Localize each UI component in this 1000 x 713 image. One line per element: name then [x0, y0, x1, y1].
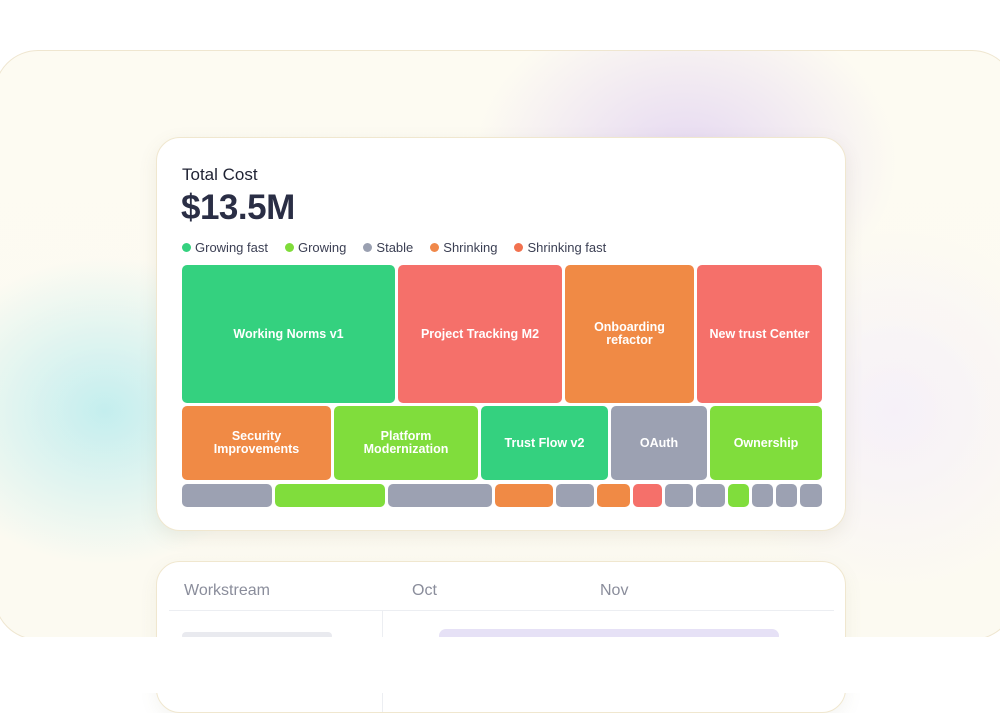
legend-label: Growing fast [195, 240, 268, 255]
bottom-whitespace [0, 637, 1000, 693]
treemap-tile[interactable]: Project Tracking M2 [398, 265, 562, 403]
treemap-small-tile[interactable] [800, 484, 822, 507]
legend-item-stable[interactable]: Stable [363, 240, 413, 255]
legend-dot-icon [514, 243, 524, 252]
treemap-tile[interactable]: Trust Flow v2 [481, 406, 608, 480]
tile-label: Security Improvements [213, 429, 300, 456]
column-header-nov: Nov [600, 582, 629, 599]
treemap-small-tile[interactable] [556, 484, 594, 507]
treemap-tile[interactable]: Security Improvements [182, 406, 331, 480]
tile-label: Working Norms v1 [233, 326, 344, 341]
treemap-small-tile[interactable] [633, 484, 662, 507]
column-header-workstream[interactable]: Workstream [184, 582, 270, 599]
total-cost-card: Total Cost $13.5M Growing fast Growing S… [156, 137, 846, 531]
treemap-tile[interactable]: Platform Modernization [334, 406, 478, 480]
legend-dot-icon [430, 243, 440, 252]
treemap-small-tile[interactable] [776, 484, 797, 507]
tile-label: Platform Modernization [363, 429, 449, 456]
legend-dot-icon [284, 243, 294, 252]
status-legend: Growing fast Growing Stable Shrinking Sh… [182, 240, 606, 255]
treemap-tile[interactable]: Onboarding refactor [565, 265, 694, 403]
legend-item-growing-fast[interactable]: Growing fast [182, 240, 268, 255]
header-divider [169, 610, 834, 611]
screenshot-stage: Total Cost $13.5M Growing fast Growing S… [0, 50, 1000, 713]
legend-label: Shrinking fast [527, 240, 607, 255]
legend-dot-icon [363, 243, 373, 252]
legend-item-growing[interactable]: Growing [284, 240, 347, 255]
treemap-tile[interactable]: New trust Center [697, 265, 822, 403]
treemap-small-tile[interactable] [275, 484, 385, 507]
tile-label: Onboarding refactor [594, 320, 665, 347]
legend-label: Shrinking [443, 240, 498, 255]
tile-label: Ownership [733, 435, 799, 450]
legend-label: Stable [376, 240, 414, 255]
legend-item-shrinking-fast[interactable]: Shrinking fast [514, 240, 606, 255]
card-title: Total Cost [182, 165, 258, 184]
treemap-tile[interactable]: Working Norms v1 [182, 265, 395, 403]
tile-label: Project Tracking M2 [420, 326, 540, 341]
treemap-tile[interactable]: OAuth [611, 406, 707, 480]
treemap-small-tile[interactable] [665, 484, 693, 507]
treemap-small-tile[interactable] [495, 484, 553, 507]
tile-label: Trust Flow v2 [504, 435, 585, 450]
treemap-tile[interactable]: Ownership [710, 406, 822, 480]
legend-label: Growing [297, 240, 347, 255]
treemap-small-tile[interactable] [597, 484, 630, 507]
tile-label: New trust Center [709, 326, 810, 341]
cost-treemap: Working Norms v1 Project Tracking M2 Onb… [182, 265, 822, 509]
legend-dot-icon [182, 243, 191, 252]
treemap-small-tile[interactable] [388, 484, 492, 507]
treemap-small-tile[interactable] [182, 484, 272, 507]
total-cost-value: $13.5M [181, 188, 295, 227]
legend-item-shrinking[interactable]: Shrinking [430, 240, 497, 255]
tile-label: OAuth [639, 435, 679, 450]
treemap-small-tile[interactable] [696, 484, 725, 507]
treemap-small-tile[interactable] [752, 484, 773, 507]
treemap-small-tile[interactable] [728, 484, 749, 507]
column-header-oct: Oct [412, 582, 437, 599]
workstream-row-label [182, 632, 332, 640]
